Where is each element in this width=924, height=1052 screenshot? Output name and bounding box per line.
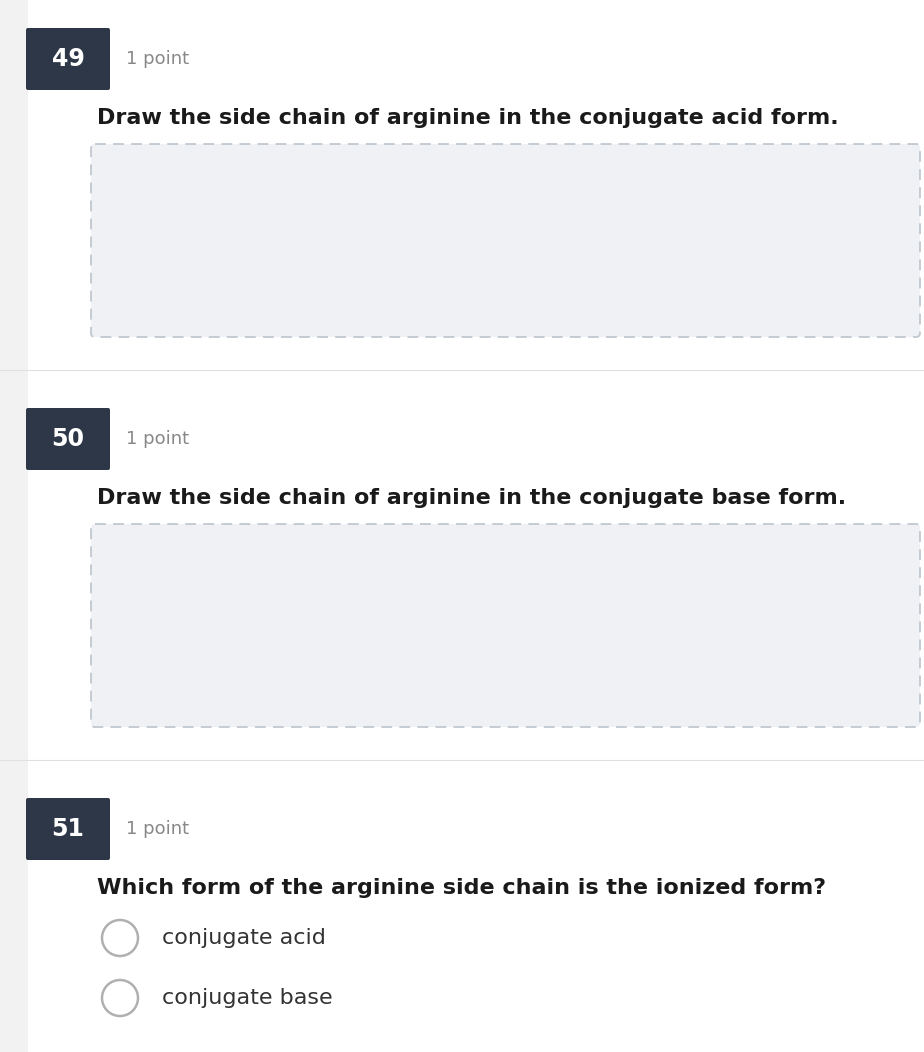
FancyBboxPatch shape xyxy=(26,408,110,470)
Text: 1 point: 1 point xyxy=(126,50,189,68)
FancyBboxPatch shape xyxy=(26,28,110,90)
Text: 1 point: 1 point xyxy=(126,430,189,448)
Bar xyxy=(0,0,28,1052)
FancyBboxPatch shape xyxy=(91,144,920,337)
Text: 51: 51 xyxy=(52,817,84,841)
Text: conjugate acid: conjugate acid xyxy=(162,928,326,948)
Text: 1 point: 1 point xyxy=(126,820,189,838)
FancyBboxPatch shape xyxy=(26,798,110,859)
Text: 50: 50 xyxy=(52,427,84,451)
Text: Draw the side chain of arginine in the conjugate acid form.: Draw the side chain of arginine in the c… xyxy=(97,108,839,128)
Text: Which form of the arginine side chain is the ionized form?: Which form of the arginine side chain is… xyxy=(97,878,826,898)
Text: Draw the side chain of arginine in the conjugate base form.: Draw the side chain of arginine in the c… xyxy=(97,488,846,508)
Text: 49: 49 xyxy=(52,47,84,70)
Text: conjugate base: conjugate base xyxy=(162,988,333,1008)
FancyBboxPatch shape xyxy=(91,524,920,727)
